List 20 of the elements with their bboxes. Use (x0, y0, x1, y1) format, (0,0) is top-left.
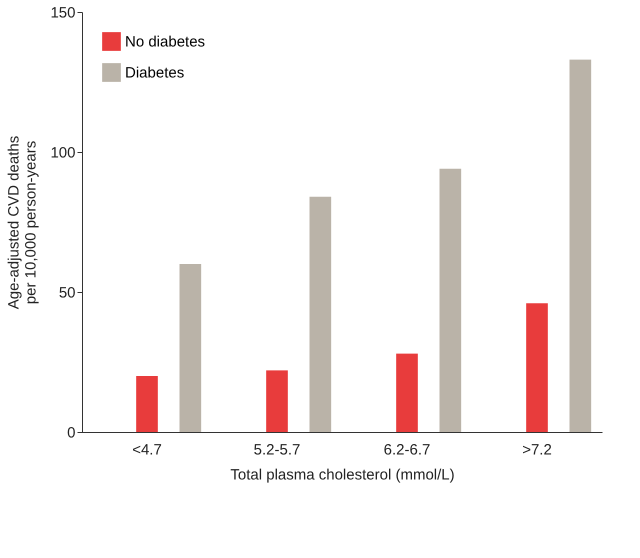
bar (310, 196, 332, 432)
bar (396, 354, 418, 432)
y-tick-label: 50 (58, 284, 76, 302)
y-tick-label: 0 (67, 424, 76, 442)
x-tick-label: <4.7 (132, 442, 162, 458)
legend-label: Diabetes (125, 64, 184, 82)
x-tick-label: 6.2-6.7 (384, 442, 430, 458)
bar (570, 60, 592, 432)
x-tick-label: 5.2-5.7 (254, 442, 300, 458)
y-axis-title: Age-adjusted CVD deaths per 10,000 person-years (5, 136, 40, 310)
legend-label: No diabetes (125, 34, 206, 50)
bar (266, 370, 288, 432)
x-axis-title: Total plasma cholesterol (mmol/L) (230, 466, 455, 484)
x-tick-label: >7.2 (522, 442, 552, 458)
bar (440, 168, 462, 432)
bar (180, 264, 202, 432)
y-tick-label: 150 (50, 4, 76, 22)
bar (526, 303, 548, 432)
bar (136, 376, 158, 432)
y-tick-label: 100 (50, 144, 76, 162)
